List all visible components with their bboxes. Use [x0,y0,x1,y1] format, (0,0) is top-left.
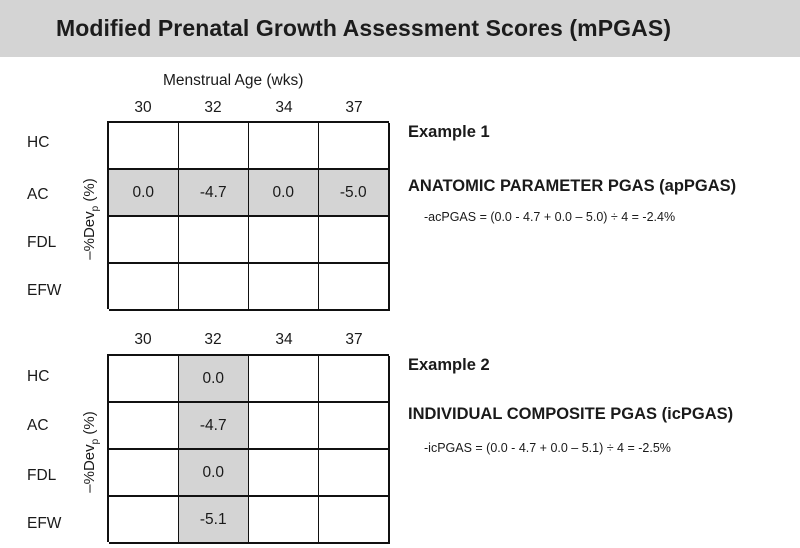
grid2-cell-fdl-32: 0.0 [179,450,250,497]
grid2-cell-ac-34 [249,403,320,450]
grid2-col-label-32: 32 [204,331,222,348]
page-title: Modified Prenatal Growth Assessment Scor… [56,15,672,41]
grid1-col-label-34: 34 [275,99,293,116]
grid1-cell-hc-34 [249,123,320,170]
grid1-cell-fdl-37 [319,217,390,264]
grid1-cell-efw-32 [179,264,250,311]
grid1-y-axis-title: –%Devp (%) [81,178,101,260]
grid1-col-label-30: 30 [134,99,152,116]
grid2-y-axis-title: –%Devp (%) [81,411,101,493]
grid2-cell-efw-34 [249,497,320,544]
header-bar: Modified Prenatal Growth Assessment Scor… [0,0,800,57]
example1-formula: -acPGAS = (0.0 - 4.7 + 0.0 – 5.0) ÷ 4 = … [424,210,676,224]
example1-heading: ANATOMIC PARAMETER PGAS (apPGAS) [408,177,737,195]
grid1-cell-fdl-30 [109,217,180,264]
grid1-cell-fdl-32 [179,217,250,264]
grid1-row-label-efw: EFW [27,282,62,299]
grid2-col-label-30: 30 [134,331,152,348]
grid2-cell-ac-37 [319,403,390,450]
grid2-col-label-34: 34 [275,331,293,348]
grid1-cell-efw-34 [249,264,320,311]
grid1-col-label-32: 32 [204,99,222,116]
grid1-cell-ac-37: -5.0 [319,170,390,217]
grid2-cell-efw-30 [109,497,180,544]
grid1-cell-hc-32 [179,123,250,170]
grid2-col-label-37: 37 [345,331,363,348]
grid2-row-label-efw: EFW [27,515,62,532]
example2-title: Example 2 [408,356,490,374]
x-axis-title: Menstrual Age (wks) [163,72,304,89]
grid1-table: 0.0 -4.7 0.0 -5.0 [107,121,390,311]
grid1-cell-efw-30 [109,264,180,311]
grid2-table: 0.0 -4.7 0.0 -5.1 [107,354,390,544]
grid2-cell-efw-37 [319,497,390,544]
grid1-row-label-ac: AC [27,186,49,203]
example2-heading: INDIVIDUAL COMPOSITE PGAS (icPGAS) [408,405,734,423]
grid1-col-label-37: 37 [345,99,363,116]
grid1-cell-fdl-34 [249,217,320,264]
grid2-cell-hc-34 [249,356,320,403]
grid1-cell-hc-30 [109,123,180,170]
grid2-row-label-ac: AC [27,417,49,434]
grid2-cell-fdl-30 [109,450,180,497]
grid1-cell-ac-32: -4.7 [179,170,250,217]
grid1-cell-ac-30: 0.0 [109,170,180,217]
grid2-row-label-hc: HC [27,368,50,385]
grid1-cell-hc-37 [319,123,390,170]
grid2-cell-hc-32: 0.0 [179,356,250,403]
grid2-cell-efw-32: -5.1 [179,497,250,544]
grid2-row-label-fdl: FDL [27,467,57,484]
grid2-cell-ac-32: -4.7 [179,403,250,450]
grid2-cell-ac-30 [109,403,180,450]
grid2-cell-hc-37 [319,356,390,403]
example2-formula: -icPGAS = (0.0 - 4.7 + 0.0 – 5.1) ÷ 4 = … [424,441,671,455]
grid2-cell-fdl-34 [249,450,320,497]
grid1-row-label-fdl: FDL [27,234,57,251]
grid2-cell-fdl-37 [319,450,390,497]
grid2-cell-hc-30 [109,356,180,403]
example1-title: Example 1 [408,123,490,141]
grid1-cell-efw-37 [319,264,390,311]
grid1-cell-ac-34: 0.0 [249,170,320,217]
grid1-row-label-hc: HC [27,134,50,151]
